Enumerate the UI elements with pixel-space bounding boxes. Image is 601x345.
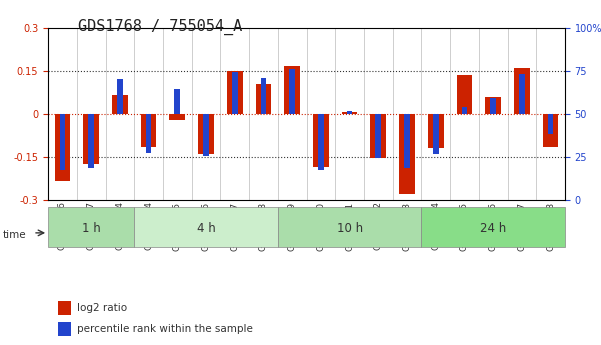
Bar [117, 79, 123, 114]
Bar [55, 114, 70, 181]
Bar [198, 114, 214, 154]
Bar [485, 97, 501, 114]
Bar [84, 114, 99, 164]
Bar [313, 114, 329, 167]
FancyBboxPatch shape [134, 207, 278, 247]
Text: log2 ratio: log2 ratio [76, 303, 127, 313]
Bar [318, 114, 324, 170]
Text: 24 h: 24 h [480, 222, 506, 235]
Bar [232, 72, 237, 114]
Text: GDS1768 / 755054_A: GDS1768 / 755054_A [78, 19, 242, 35]
Bar [376, 114, 381, 158]
Bar [88, 114, 94, 168]
Bar [514, 68, 529, 114]
Bar [58, 322, 72, 336]
Bar [169, 114, 185, 120]
Bar [174, 89, 180, 114]
FancyBboxPatch shape [48, 207, 134, 247]
Bar [58, 301, 72, 315]
Bar [462, 107, 468, 114]
Bar [457, 75, 472, 114]
Bar [284, 66, 300, 114]
Bar [433, 114, 439, 154]
Bar [347, 111, 352, 114]
Bar [112, 95, 128, 114]
Bar [227, 71, 243, 114]
Text: 10 h: 10 h [337, 222, 362, 235]
Bar [203, 114, 209, 156]
Text: percentile rank within the sample: percentile rank within the sample [76, 324, 252, 334]
Bar [59, 114, 66, 170]
Bar [428, 114, 444, 148]
Bar [145, 114, 151, 152]
Bar [399, 114, 415, 194]
Text: 4 h: 4 h [197, 222, 215, 235]
Bar [289, 69, 295, 114]
Bar [543, 114, 558, 147]
Bar [342, 112, 358, 114]
Bar [370, 114, 386, 158]
Bar [255, 84, 271, 114]
FancyBboxPatch shape [278, 207, 421, 247]
Bar [519, 73, 525, 114]
FancyBboxPatch shape [421, 207, 565, 247]
Bar [141, 114, 156, 147]
Bar [548, 114, 554, 134]
Bar [490, 98, 496, 114]
Bar [261, 78, 266, 114]
Text: time: time [3, 230, 26, 239]
Bar [404, 114, 410, 168]
Text: 1 h: 1 h [82, 222, 100, 235]
